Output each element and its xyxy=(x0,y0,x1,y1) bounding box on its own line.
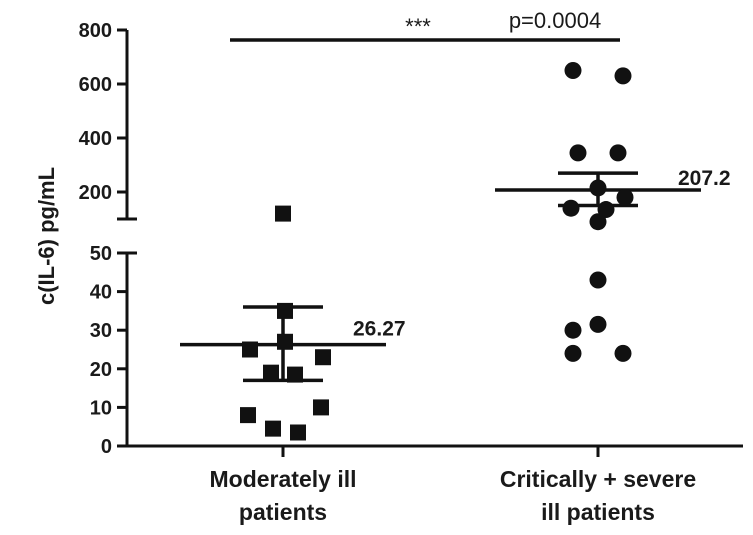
data-point-0-5 xyxy=(263,364,279,381)
y-tick-label-200: 200 xyxy=(79,182,112,204)
data-point-1-7 xyxy=(597,201,615,219)
data-point-1-9 xyxy=(589,271,607,289)
y-tick-label-40: 40 xyxy=(90,282,112,304)
category-label-moderate-line2: patients xyxy=(239,499,327,525)
data-point-0-2 xyxy=(277,333,293,350)
axes-group: 0 10 20 30 40 50 200 400 600 800 xyxy=(79,20,743,458)
data-point-0-7 xyxy=(313,399,329,416)
y-tick-label-0: 0 xyxy=(101,436,112,458)
y-tick-label-20: 20 xyxy=(90,359,112,381)
data-point-1-1 xyxy=(614,67,632,85)
category-label-moderate-line1: Moderately ill xyxy=(210,466,357,492)
data-point-1-10 xyxy=(589,315,607,333)
data-point-1-11 xyxy=(564,321,582,339)
y-tick-label-30: 30 xyxy=(90,320,112,342)
y-axis-label: c(IL-6) pg/mL xyxy=(34,167,59,305)
data-point-1-4 xyxy=(589,179,607,197)
data-point-1-13 xyxy=(564,344,582,362)
y-tick-label-400: 400 xyxy=(79,128,112,150)
data-point-1-2 xyxy=(569,144,587,162)
data-point-1-6 xyxy=(562,199,580,217)
data-point-1-0 xyxy=(564,62,582,79)
data-point-1-12 xyxy=(614,344,632,362)
data-point-1-3 xyxy=(609,144,627,162)
y-tick-label-800: 800 xyxy=(79,20,112,42)
data-point-1-5 xyxy=(616,188,634,206)
data-point-0-9 xyxy=(265,420,281,437)
category-label-critical-line1: Critically + severe xyxy=(500,466,696,492)
data-point-0-4 xyxy=(315,349,331,366)
p-value-label: p=0.0004 xyxy=(509,8,601,33)
data-point-1-8 xyxy=(589,213,607,231)
data-point-0-3 xyxy=(242,341,258,358)
significance-stars: *** xyxy=(405,14,431,39)
data-point-0-8 xyxy=(240,407,256,424)
data-marks-group: 26.27 207.2 xyxy=(180,38,731,441)
mean-label-1: 207.2 xyxy=(678,167,731,190)
data-point-0-10 xyxy=(290,424,306,441)
data-point-0-0 xyxy=(275,205,291,222)
mean-label-0: 26.27 xyxy=(353,318,406,341)
y-tick-label-50: 50 xyxy=(90,243,112,265)
data-point-0-6 xyxy=(287,366,303,383)
y-tick-label-600: 600 xyxy=(79,74,112,96)
data-point-0-1 xyxy=(277,302,293,319)
category-label-critical-line2: ill patients xyxy=(541,499,655,525)
y-tick-label-10: 10 xyxy=(90,397,112,419)
